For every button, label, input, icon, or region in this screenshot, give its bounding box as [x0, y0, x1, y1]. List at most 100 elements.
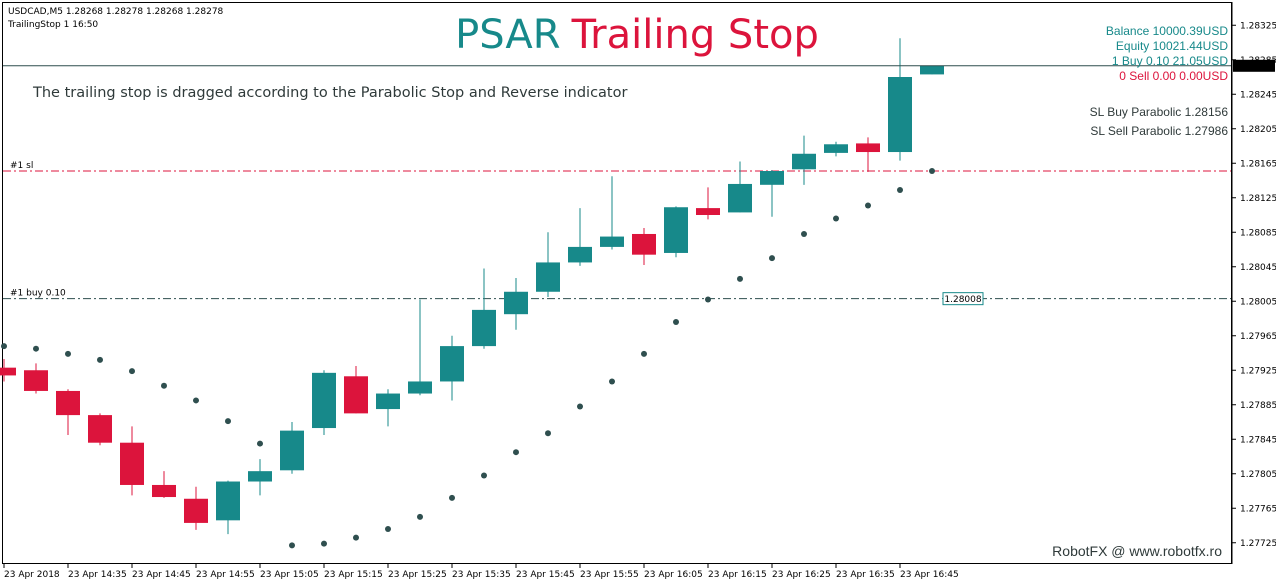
psar-dot — [577, 403, 583, 410]
psar-dot — [33, 345, 39, 352]
candle — [792, 135, 816, 185]
candle-body — [728, 183, 752, 213]
candle-body — [184, 498, 208, 523]
candle-body — [920, 65, 944, 75]
y-tick-label: 1.28005 — [1240, 297, 1276, 307]
y-tick-label: 1.28245 — [1240, 90, 1276, 100]
balance-text: Balance 10000.39USD — [1106, 24, 1228, 38]
x-axis: 23 Apr 2018 23 Apr 14:35 23 Apr 14:45 23 Ap… — [3, 564, 959, 580]
sl-buy-parabolic-text: SL Buy Parabolic 1.28156 — [1090, 105, 1229, 119]
y-tick-label: 1.27885 — [1240, 401, 1276, 411]
sl-level-label: #1 sl — [10, 161, 33, 171]
candle — [120, 426, 144, 496]
candle-body — [568, 246, 592, 263]
psar-dot — [897, 186, 903, 193]
x-tick-label: 23 Apr 14:45 — [132, 570, 191, 580]
candle-body — [536, 262, 560, 292]
candle — [472, 268, 496, 349]
candle-body — [152, 484, 176, 498]
description-text: The trailing stop is dragged according t… — [32, 85, 627, 101]
candle — [440, 335, 464, 401]
candle — [696, 187, 720, 220]
candle — [536, 232, 560, 297]
x-tick-label: 23 Apr 15:15 — [324, 570, 383, 580]
psar-dot — [641, 350, 647, 357]
candle — [568, 208, 592, 266]
candle — [728, 161, 752, 213]
symbol-line: USDCAD,M5 1.28268 1.28278 1.28268 1.2827… — [8, 7, 224, 17]
candle-body — [632, 233, 656, 255]
candle-body — [88, 415, 112, 443]
candle — [920, 65, 944, 75]
psar-dot — [865, 202, 871, 209]
psar-dot — [385, 525, 391, 532]
x-tick-label: 23 Apr 15:45 — [516, 570, 575, 580]
y-tick-label: 1.27805 — [1240, 470, 1276, 480]
psar-dot — [97, 356, 103, 363]
psar-dot — [129, 368, 135, 375]
y-tick-label: 1.28085 — [1240, 228, 1276, 238]
psar-dot — [929, 168, 935, 175]
current-price-label: 1.28278 — [1238, 62, 1275, 72]
psar-dot — [321, 540, 327, 547]
candle-body — [376, 393, 400, 410]
chart-title: PSAR Trailing Stop — [455, 12, 819, 58]
psar-dot — [545, 430, 551, 437]
current-price-tag — [1233, 59, 1275, 72]
candles — [0, 38, 944, 535]
candle — [56, 389, 80, 435]
candle — [24, 363, 48, 394]
x-tick-label: 23 Apr 16:35 — [836, 570, 895, 580]
candle — [888, 38, 912, 161]
watermark-text: RobotFX @ www.robotfx.ro — [1052, 543, 1222, 559]
y-tick-label: 1.28165 — [1240, 159, 1276, 169]
candle — [344, 365, 368, 414]
y-tick-label: 1.28125 — [1240, 194, 1276, 204]
x-tick-label: 23 Apr 15:05 — [260, 570, 319, 580]
candle — [184, 486, 208, 530]
psar-dot — [225, 418, 231, 425]
candle-body — [824, 144, 848, 153]
x-tick-label: 23 Apr 16:05 — [644, 570, 703, 580]
sl-sell-parabolic-text: SL Sell Parabolic 1.27986 — [1090, 124, 1228, 138]
candle-body — [760, 171, 784, 185]
candle-body — [696, 208, 720, 215]
x-tick-label: 23 Apr 15:35 — [452, 570, 511, 580]
candle — [88, 413, 112, 446]
psar-dot — [513, 449, 519, 456]
candle-body — [216, 481, 240, 521]
equity-text: Equity 10021.44USD — [1116, 39, 1228, 53]
candle-body — [344, 376, 368, 414]
psar-dots — [1, 168, 935, 549]
x-tick-label: 23 Apr 16:25 — [772, 570, 831, 580]
candle-body — [248, 471, 272, 482]
candle-body — [56, 390, 80, 416]
candle — [632, 227, 656, 266]
candle — [216, 480, 240, 535]
ea-line: TrailingStop 1 16:50 — [7, 20, 98, 30]
psar-dot — [833, 215, 839, 222]
current-price-marker: 1.28278 — [3, 59, 1275, 72]
psar-dot — [161, 382, 167, 389]
candle — [248, 459, 272, 496]
buy-position-text: 1 Buy 0.10 21.05USD — [1112, 54, 1228, 68]
psar-dot — [609, 378, 615, 385]
candle — [856, 137, 880, 172]
title-psar: PSAR — [455, 12, 560, 58]
y-tick-label: 1.27845 — [1240, 435, 1276, 445]
x-tick-label: 23 Apr 2018 — [4, 570, 60, 580]
title-trailing-stop: Trailing Stop — [571, 12, 819, 58]
x-tick-label: 23 Apr 14:35 — [68, 570, 127, 580]
x-tick-label: 23 Apr 16:45 — [900, 570, 959, 580]
psar-dot — [769, 255, 775, 262]
psar-dot — [65, 350, 71, 357]
buy-price-tag — [942, 292, 984, 306]
candle-body — [856, 143, 880, 153]
candle — [664, 206, 688, 258]
y-tick-label: 1.28205 — [1240, 125, 1276, 135]
candle-body — [440, 346, 464, 382]
candle — [312, 370, 336, 435]
order-levels: #1 sl #1 buy 0.10 1.28008 — [3, 161, 1231, 306]
